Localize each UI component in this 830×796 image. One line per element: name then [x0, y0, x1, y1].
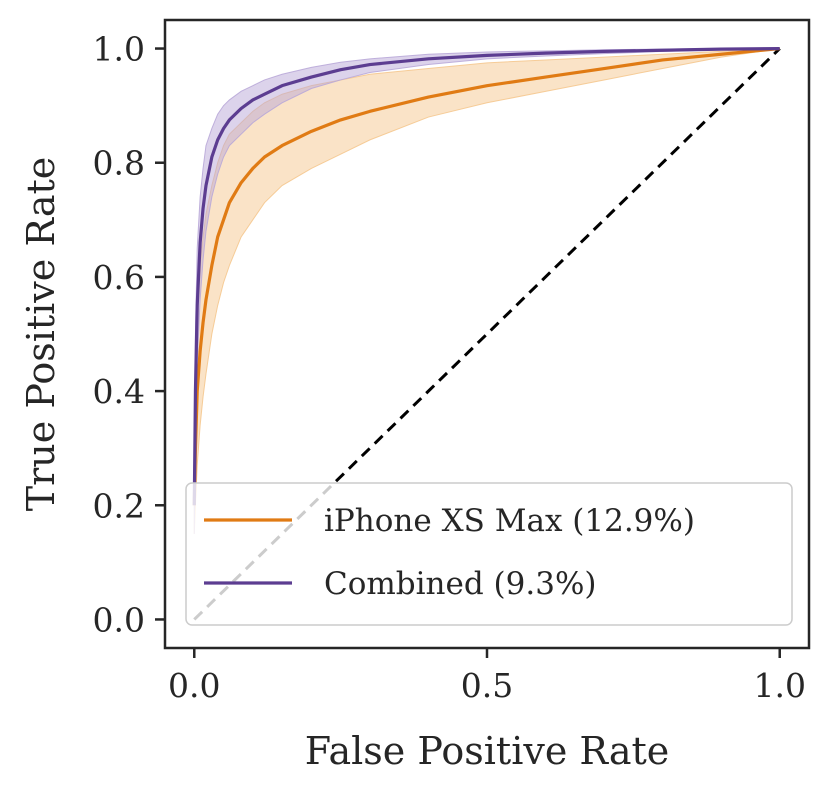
- x-tick-label: 0.0: [168, 666, 220, 705]
- legend: iPhone XS Max (12.9%) Combined (9.3%): [204, 503, 695, 602]
- y-axis-label: True Positive Rate: [19, 157, 63, 511]
- y-tick-label: 0.4: [93, 372, 145, 411]
- legend-label-0: iPhone XS Max (12.9%): [324, 503, 695, 539]
- legend-box: [185, 482, 793, 626]
- x-tick-label: 0.5: [461, 666, 513, 705]
- y-tick-label: 0.6: [93, 258, 145, 297]
- x-axis-label: False Positive Rate: [305, 729, 670, 773]
- x-tick-label: 1.0: [753, 666, 805, 705]
- confidence-bands: [193, 48, 780, 534]
- y-tick-label: 0.2: [93, 486, 145, 525]
- y-tick-label: 1.0: [93, 30, 145, 69]
- confidence-band-0: [193, 48, 780, 534]
- y-tick-label: 0.8: [93, 144, 145, 183]
- legend-label-1: Combined (9.3%): [324, 566, 597, 602]
- y-tick-label: 0.0: [93, 600, 145, 639]
- axis-ticks: 0.0 0.5 1.0 0.0 0.2 0.4 0.6 0.8 1.0: [93, 30, 806, 705]
- roc-line-1: [192, 46, 780, 506]
- roc-line-0: [192, 46, 780, 506]
- roc-lines: [192, 46, 780, 506]
